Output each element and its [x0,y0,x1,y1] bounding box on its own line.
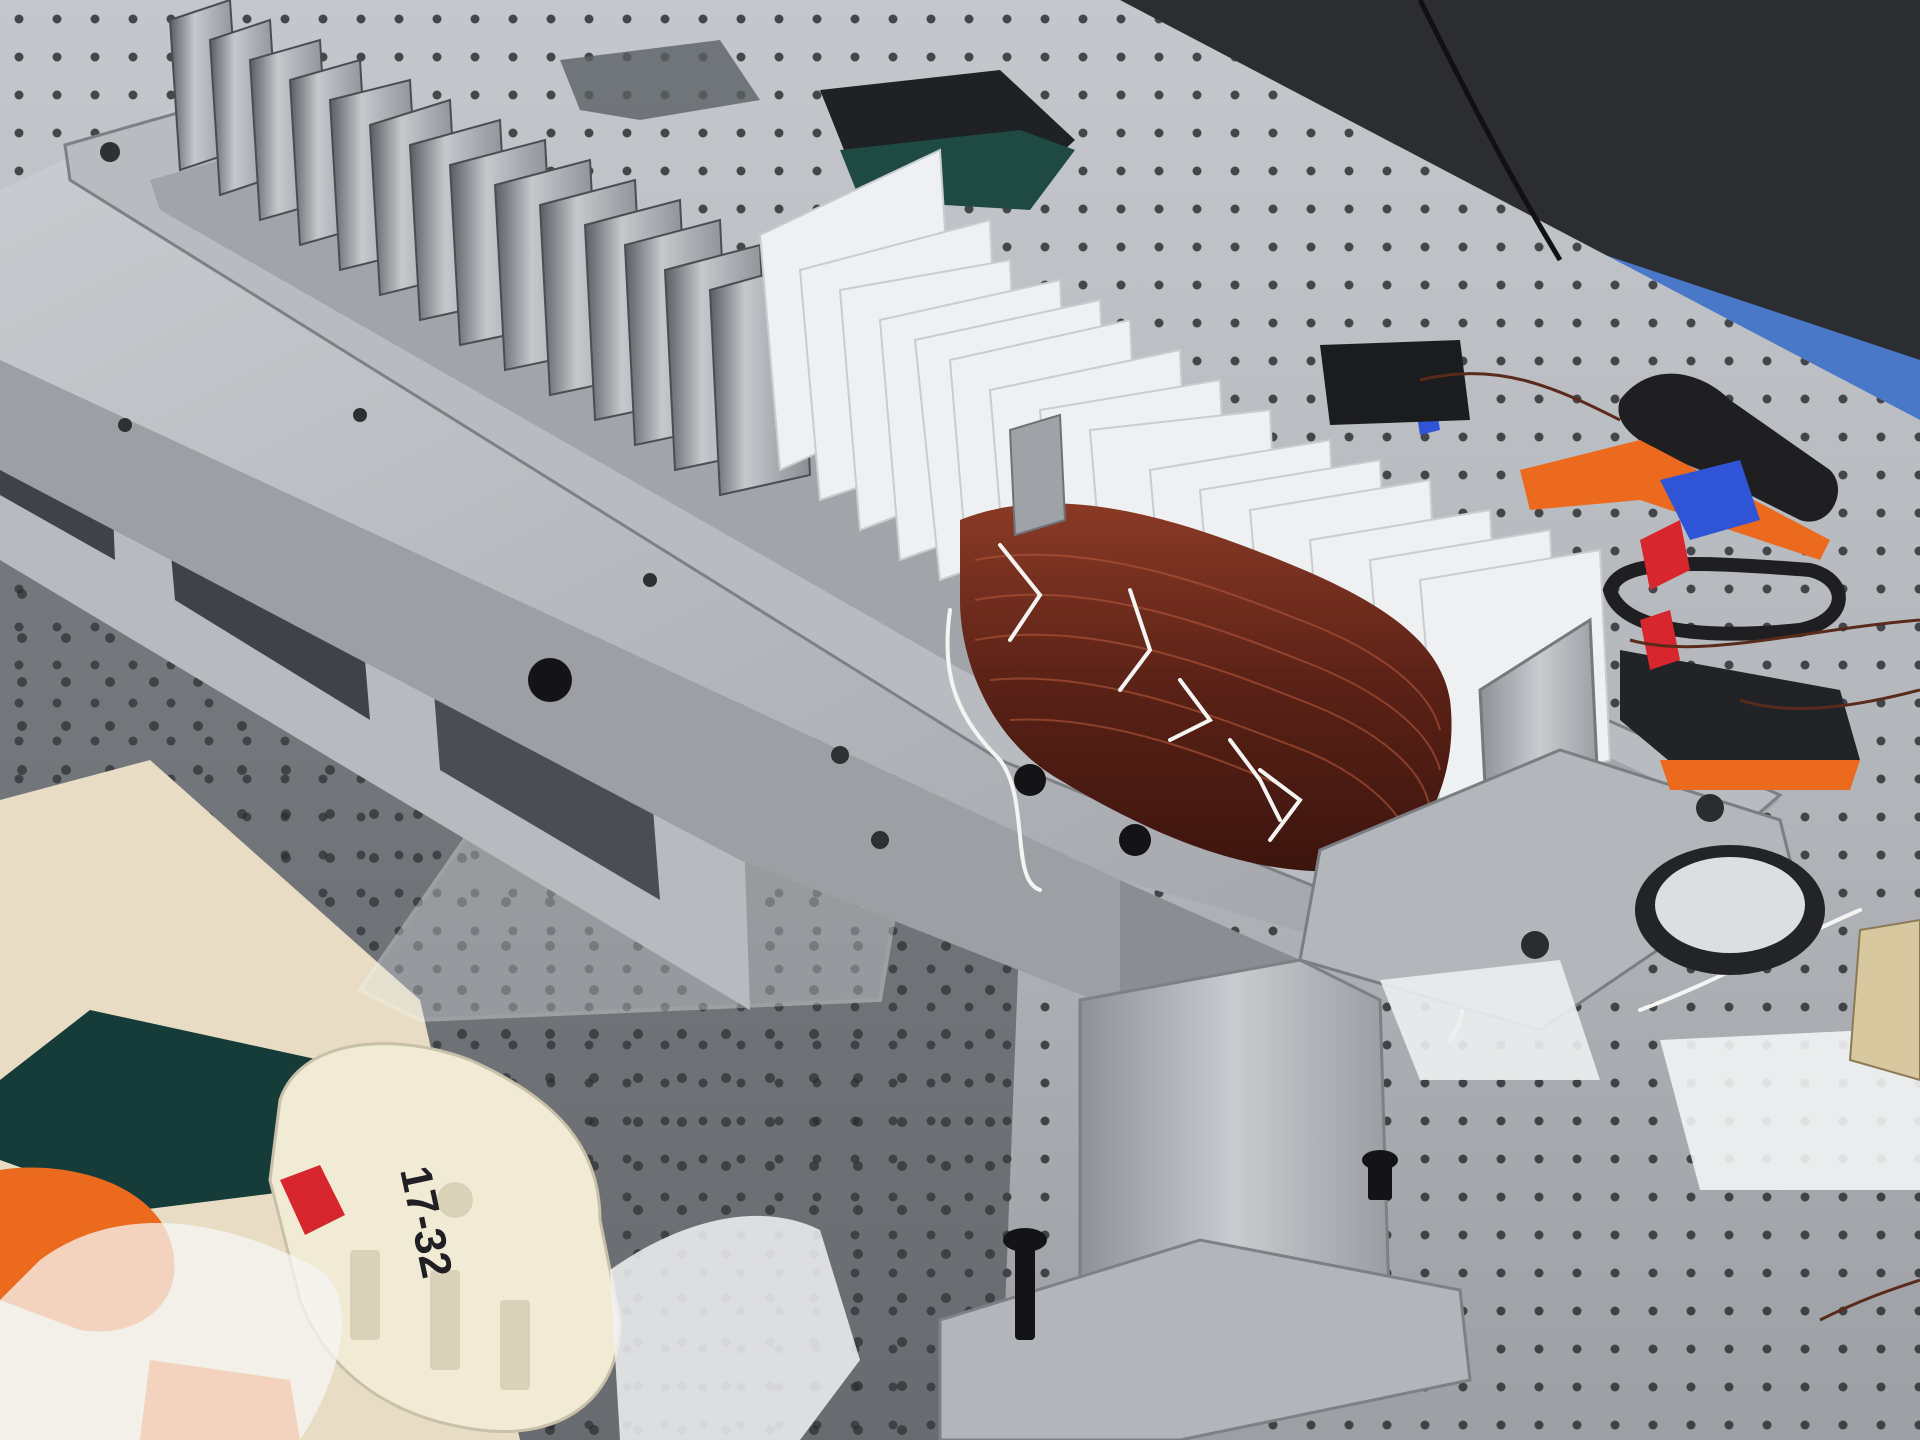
top-grey-pad [560,40,760,120]
monitor-dark [1120,0,1920,360]
wires [1419,372,1920,1322]
paper-scrap-right [1660,1030,1920,1190]
coil-windings [974,553,1441,841]
end-plate-hole-1 [1696,794,1724,822]
paper-scrap-middle [1380,960,1600,1080]
tool-lower-body [1620,650,1860,770]
support-post-base [938,1238,1472,1440]
copper-coil [960,503,1452,872]
red-tape-2 [1640,610,1680,670]
black-cable [1417,0,1563,262]
dark-green-pad [0,1010,320,1210]
heatsink-fins [168,0,812,497]
end-block-small [1008,413,1067,537]
tool-orange-lower [1660,760,1860,790]
wood-block [1848,918,1920,1082]
end-plate-hole-2 [1521,931,1549,959]
red-cap [280,1165,345,1235]
rail-holes [100,142,889,849]
translucent-paper [0,1222,342,1440]
red-tape-1 [1640,520,1690,590]
round-gauge-face [1655,857,1805,953]
blue-tape-2 [1660,460,1760,540]
translucent-paper-2 [610,1215,860,1440]
cream-part-slots [350,1182,530,1390]
screws [528,658,1398,1340]
tool-black-grip [1618,373,1839,522]
black-block [1320,340,1470,425]
